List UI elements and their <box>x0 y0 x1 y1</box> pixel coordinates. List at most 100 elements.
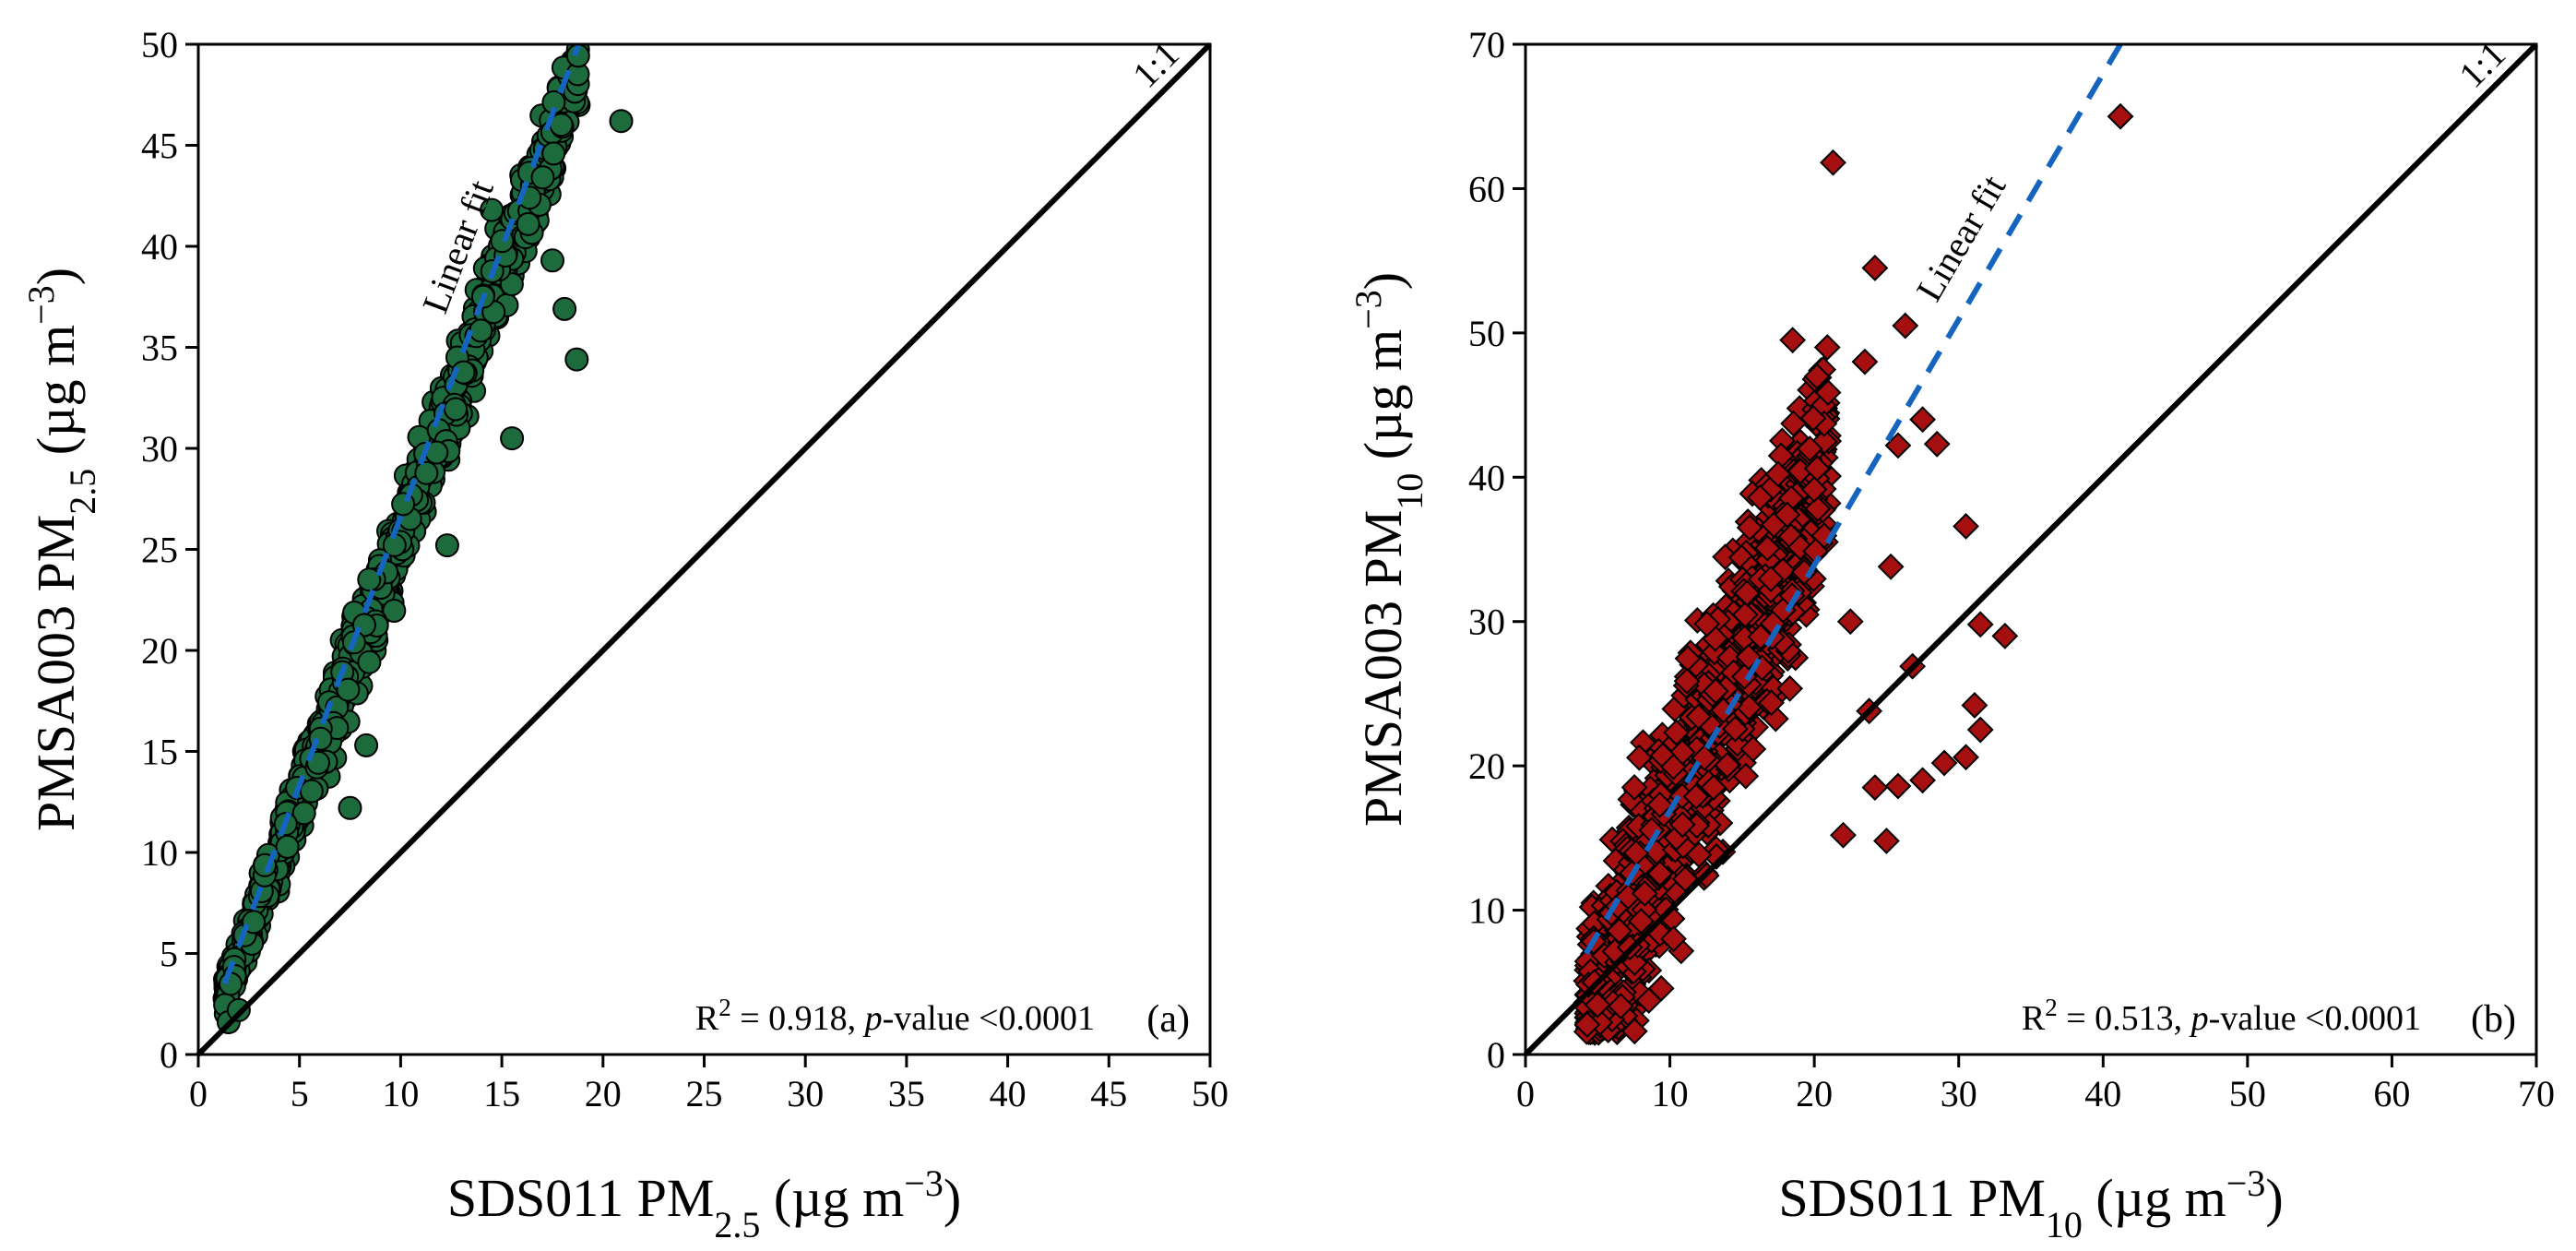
identity-line <box>1523 42 2539 1057</box>
data-point <box>1635 987 1663 1014</box>
x-axis-label-sup: −3 <box>2226 1162 2266 1204</box>
data-point <box>1774 501 1801 529</box>
x-tick-label: 10 <box>1652 1073 1689 1114</box>
p-value: -value <0.0001 <box>2209 999 2421 1038</box>
data-point <box>1714 752 1741 779</box>
data-point <box>1659 753 1687 780</box>
r2-superscript: 2 <box>718 994 731 1021</box>
panel-a: 0 5 10 15 20 25 30 35 40 45 50 0 5 10 15 20 25 30 35 40 45 50… <box>20 24 1229 1245</box>
x-axis-label: SDS011 PM10 (µg m−3) <box>1778 1162 2283 1245</box>
data-point <box>1803 363 1831 390</box>
data-point <box>1764 460 1792 488</box>
data-point <box>1733 579 1761 607</box>
x-axis-label-sub: 2.5 <box>714 1204 760 1245</box>
x-axis-label-sub: 10 <box>2046 1204 2083 1245</box>
data-point <box>1668 811 1696 839</box>
y-tick-label: 15 <box>141 732 178 773</box>
data-point <box>1930 749 1958 777</box>
x-axis-label-unit: (µg m <box>760 1168 904 1228</box>
y-tick-label: 35 <box>141 328 178 369</box>
x-axis-label-close: ) <box>2265 1168 2283 1228</box>
data-point <box>357 649 382 674</box>
data-point <box>1892 312 1919 340</box>
x-tick-label: 10 <box>382 1073 419 1114</box>
y-axis-label-sub: 2.5 <box>62 469 103 515</box>
x-tick-label: 70 <box>2518 1073 2555 1114</box>
x-tick-label: 40 <box>2084 1073 2121 1114</box>
data-point <box>336 677 361 702</box>
y-axis-label-close: ) <box>1353 272 1413 290</box>
data-point <box>1606 917 1633 945</box>
data-point <box>1909 767 1936 794</box>
identity-line-label: 1:1 <box>2451 33 2513 96</box>
y-axis-label: PMSA003 PM2.5 (µg m−3) <box>20 268 103 831</box>
data-point <box>382 599 407 623</box>
data-point <box>1700 774 1727 802</box>
x-tick-label: 40 <box>990 1073 1027 1114</box>
r2-superscript: 2 <box>2045 994 2058 1021</box>
y-axis-label-sup: −3 <box>1347 290 1389 329</box>
data-point <box>1693 610 1721 637</box>
data-point <box>354 733 379 757</box>
y-tick-label: 0 <box>1487 1034 1505 1076</box>
r2-value: = 0.513, <box>2058 999 2191 1038</box>
r2-label: R <box>695 999 719 1038</box>
x-axis-label: SDS011 PM2.5 (µg m−3) <box>447 1162 961 1245</box>
data-point <box>1966 611 1994 638</box>
data-point <box>1966 716 1994 744</box>
x-tick-label: 5 <box>291 1073 309 1114</box>
y-tick-label: 70 <box>1468 24 1505 66</box>
plot-frame <box>1524 42 2538 1056</box>
data-point <box>434 533 459 558</box>
x-tick-label: 50 <box>2229 1073 2266 1114</box>
data-point <box>1758 689 1785 717</box>
data-point <box>1884 772 1912 800</box>
y-axis-label: PMSA003 PM10 (µg m−3) <box>1347 272 1430 827</box>
y-axis-label-main: PMSA003 PM <box>1353 510 1413 827</box>
stats-annotation: R2 = 0.513, p-value <0.0001 <box>2022 994 2421 1038</box>
data-point <box>1739 735 1767 763</box>
y-tick-label: 30 <box>141 428 178 470</box>
data-point <box>1953 744 1979 771</box>
data-point <box>1820 149 1846 176</box>
x-tick-label: 25 <box>686 1073 723 1114</box>
data-point <box>1873 828 1900 854</box>
panel-tag: (a) <box>1146 998 1190 1041</box>
x-tick-label: 0 <box>189 1073 208 1114</box>
data-point <box>1646 791 1674 818</box>
data-point <box>1830 821 1857 849</box>
data-point <box>1851 348 1879 375</box>
data-point <box>1682 782 1710 810</box>
x-tick-label: 50 <box>1192 1073 1229 1114</box>
data-point <box>1757 566 1785 592</box>
data-point <box>1660 925 1687 953</box>
x-axis-label-main: SDS011 PM <box>1778 1168 2046 1228</box>
data-point <box>1685 841 1713 868</box>
data-point <box>609 109 634 134</box>
data-point <box>552 296 577 321</box>
data-point <box>1776 674 1804 702</box>
data-point <box>444 397 468 422</box>
data-point <box>469 318 493 343</box>
x-tick-label: 30 <box>787 1073 824 1114</box>
p-italic: p <box>862 999 883 1038</box>
x-tick-label: 60 <box>2373 1073 2410 1114</box>
y-tick-label: 45 <box>141 125 178 167</box>
data-point <box>275 834 300 859</box>
data-point <box>1861 255 1889 281</box>
data-point <box>1804 495 1832 522</box>
y-axis-label-unit: (µg m <box>1353 329 1413 473</box>
p-italic: p <box>2189 999 2209 1038</box>
scatter-points <box>1573 102 2134 1046</box>
data-point <box>338 795 362 820</box>
data-point <box>219 971 243 996</box>
x-tick-label: 0 <box>1516 1073 1535 1114</box>
y-tick-label: 60 <box>1468 168 1505 209</box>
y-tick-label: 40 <box>1468 457 1505 498</box>
data-point <box>1627 908 1655 935</box>
y-tick-label: 50 <box>1468 313 1505 354</box>
data-point <box>2107 102 2134 130</box>
y-tick-label: 25 <box>141 530 178 571</box>
data-point <box>540 248 564 273</box>
